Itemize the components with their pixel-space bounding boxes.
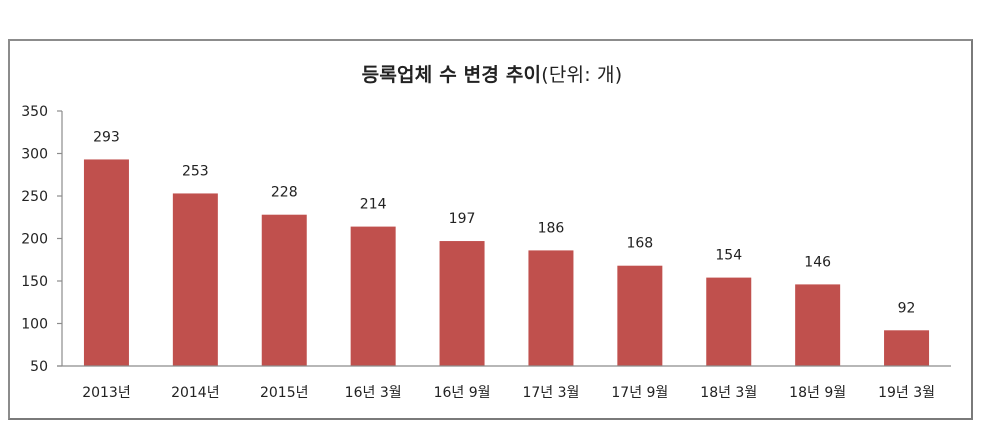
bar-value-label: 186	[538, 220, 565, 236]
x-tick-label: 18년 3월	[700, 385, 757, 401]
y-tick-label: 300	[21, 147, 48, 163]
x-tick-label: 2015년	[260, 385, 309, 401]
y-axis: 50 100 150 200 250 300 350	[21, 104, 63, 375]
bars: 293 253 228 214 197 186 168 154 146 92	[83, 129, 930, 366]
x-tick-label: 16년 9월	[434, 385, 491, 401]
chart-title-unit: (단위: 개)	[541, 64, 623, 86]
x-tick-label: 19년 3월	[878, 385, 935, 401]
chart-title: 등록업체 수 변경 추이(단위: 개)	[0, 60, 984, 87]
bar	[261, 214, 307, 366]
bar	[706, 277, 752, 366]
bar-value-label: 146	[804, 254, 831, 270]
bar-value-label: 92	[898, 300, 916, 316]
x-axis: 2013년 2014년 2015년 16년 3월 16년 9월 17년 3월 17년 9월 1…	[57, 365, 951, 401]
x-tick-label: 17년 9월	[611, 385, 668, 401]
bar-value-label: 253	[182, 163, 209, 179]
chart-title-main: 등록업체 수 변경 추이	[361, 64, 542, 86]
x-tick-label: 16년 3월	[345, 385, 402, 401]
x-tick-label: 2013년	[82, 385, 131, 401]
y-tick-label: 150	[21, 274, 48, 290]
bar-value-label: 214	[360, 197, 387, 213]
bar	[528, 250, 574, 366]
y-tick-label: 250	[21, 189, 48, 205]
x-tick-label: 2014년	[171, 385, 220, 401]
bar-value-label: 168	[626, 236, 653, 252]
bar-value-label: 293	[93, 129, 120, 145]
x-tick-label: 17년 3월	[522, 385, 579, 401]
bar-value-label: 197	[449, 211, 476, 227]
y-tick-label: 50	[30, 359, 48, 375]
bar	[172, 193, 218, 366]
bar	[795, 284, 841, 366]
bar	[83, 159, 129, 366]
bar	[617, 265, 663, 366]
y-tick-label: 200	[21, 232, 48, 248]
bar	[350, 226, 396, 366]
bar-value-label: 154	[715, 248, 742, 264]
bar	[884, 330, 930, 366]
bar	[439, 241, 485, 366]
bar-value-label: 228	[271, 185, 298, 201]
y-tick-label: 100	[21, 317, 48, 333]
y-tick-label: 350	[21, 104, 48, 120]
x-tick-label: 18년 9월	[789, 385, 846, 401]
